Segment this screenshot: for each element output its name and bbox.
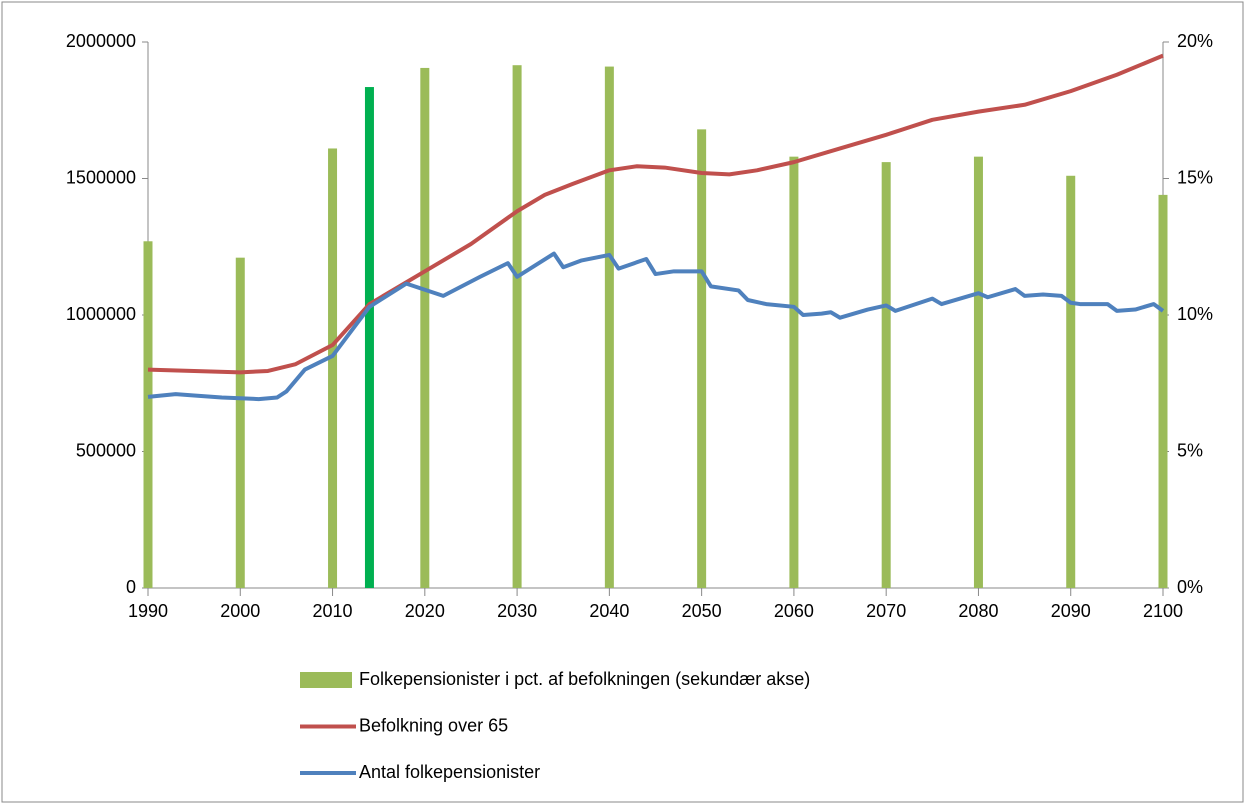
y2-tick-label: 20% xyxy=(1177,31,1213,51)
x-tick-label: 2000 xyxy=(220,601,260,621)
bar xyxy=(364,87,374,589)
bar xyxy=(604,66,614,588)
x-tick-label: 2090 xyxy=(1051,601,1091,621)
x-tick-label: 2060 xyxy=(774,601,814,621)
y2-tick-label: 5% xyxy=(1177,440,1203,460)
y-tick-label: 500000 xyxy=(76,440,136,460)
x-tick-label: 2100 xyxy=(1143,601,1183,621)
x-tick-label: 2070 xyxy=(866,601,906,621)
line xyxy=(147,53,1164,375)
bar xyxy=(697,129,707,589)
x-tick-label: 1990 xyxy=(128,601,168,621)
line xyxy=(147,251,1165,402)
y2-tick-label: 0% xyxy=(1177,577,1203,597)
y-tick-label: 0 xyxy=(126,577,136,597)
x-tick-label: 2030 xyxy=(497,601,537,621)
x-tick-label: 2050 xyxy=(682,601,722,621)
bar xyxy=(328,148,338,588)
y-tick-label: 2000000 xyxy=(66,31,136,51)
bar xyxy=(512,65,522,588)
y-tick-label: 1500000 xyxy=(66,167,136,187)
x-tick-label: 2020 xyxy=(405,601,445,621)
bar xyxy=(973,156,983,588)
y-tick-label: 1000000 xyxy=(66,304,136,324)
bar xyxy=(143,241,153,589)
bar xyxy=(1066,175,1076,588)
bar xyxy=(789,156,799,588)
y2-tick-label: 10% xyxy=(1177,304,1213,324)
bar xyxy=(1158,194,1168,588)
bar xyxy=(881,162,891,588)
legend-label: Folkepensionister i pct. af befolkningen… xyxy=(359,669,810,689)
x-tick-label: 2080 xyxy=(958,601,998,621)
legend-swatch xyxy=(300,672,352,688)
legend-label: Antal folkepensionister xyxy=(359,762,540,782)
bar xyxy=(420,67,430,588)
legend-label: Befolkning over 65 xyxy=(359,715,508,735)
x-tick-label: 2010 xyxy=(313,601,353,621)
x-tick-label: 2040 xyxy=(589,601,629,621)
y2-tick-label: 15% xyxy=(1177,167,1213,187)
bar xyxy=(235,257,245,588)
